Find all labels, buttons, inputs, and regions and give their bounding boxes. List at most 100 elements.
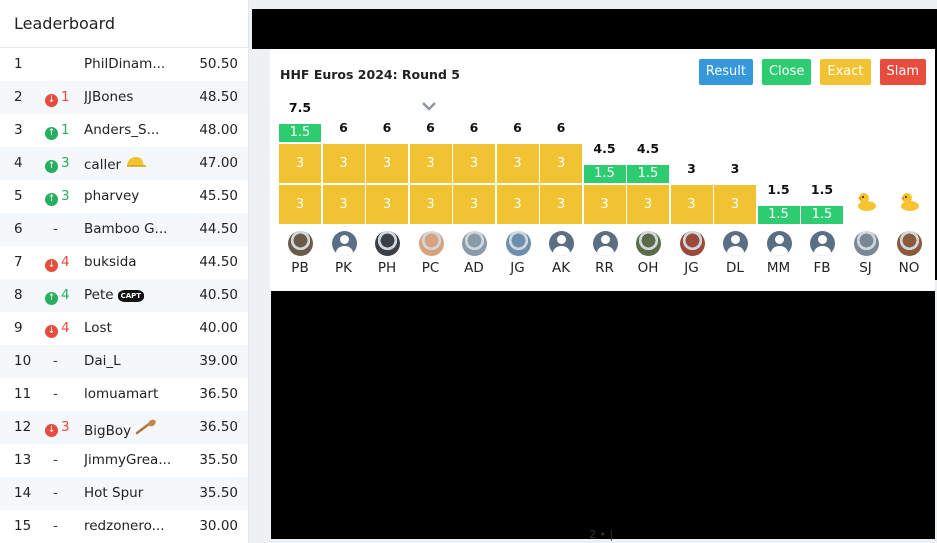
player-initials: SJ — [859, 260, 872, 276]
slam-button[interactable]: Slam — [879, 59, 926, 85]
player-name[interactable]: lomuamart — [84, 386, 192, 402]
player-name[interactable]: Dai_L — [84, 353, 192, 369]
player-name[interactable]: Lost — [84, 320, 192, 336]
round-total: 6 — [513, 120, 522, 135]
player-initials: PH — [377, 260, 397, 276]
default-avatar-icon[interactable] — [766, 231, 792, 256]
player-column[interactable]: 3 3 JG — [670, 49, 713, 291]
leaderboard-row[interactable]: 13 - JimmyGrea... 35.50 — [0, 444, 248, 477]
leaderboard-row[interactable]: 1 PhilDinam... 50.50 — [0, 48, 248, 81]
leaderboard-row[interactable]: 6 - Bamboo G... 44.50 — [0, 213, 248, 246]
leaderboard-row[interactable]: 3 ↑ 1 Anders_S... 48.00 — [0, 114, 248, 147]
exact-score-cell: 3 — [714, 185, 756, 224]
avatar[interactable] — [288, 231, 313, 256]
player-column[interactable]: 3 3 6 PH — [366, 49, 408, 291]
round-total: 1.5 — [810, 182, 834, 197]
leaderboard-row[interactable]: 9 ↓ 4 Lost 40.00 — [0, 312, 248, 345]
exact-score-cell: 3 — [540, 185, 582, 224]
captain-badge-icon: CAPT — [117, 290, 145, 302]
player-column[interactable]: 3 3 6 AK — [540, 49, 582, 291]
leaderboard-row[interactable]: 14 - Hot Spur 35.50 — [0, 477, 248, 510]
player-column[interactable]: 1.5 1.5 MM — [757, 49, 800, 291]
rank-number: 6 — [14, 221, 23, 237]
player-name[interactable]: Bamboo G... — [84, 221, 192, 237]
rank-number: 13 — [14, 452, 32, 468]
default-avatar-icon[interactable] — [549, 231, 574, 256]
avatar[interactable] — [853, 231, 879, 256]
arrow-up-icon: ↑ — [45, 160, 58, 173]
round-title: HHF Euros 2024: Round 5 — [280, 67, 460, 82]
exact-button[interactable]: Exact — [820, 59, 871, 85]
result-button[interactable]: Result — [698, 59, 753, 85]
player-name[interactable]: Anders_S... — [84, 122, 192, 138]
exact-score-cell: 3 — [366, 144, 408, 183]
chevron-down-icon[interactable] — [421, 101, 437, 111]
player-name[interactable]: BigBoy — [84, 419, 192, 439]
player-name[interactable]: JimmyGrea... — [84, 452, 192, 468]
leaderboard-row[interactable]: 8 ↑ 4 Pete CAPT 40.50 — [0, 279, 248, 312]
leaderboard-row[interactable]: 7 ↓ 4 buksida 44.50 — [0, 246, 248, 279]
player-name[interactable]: redzonero... — [84, 518, 192, 534]
player-name[interactable]: pharvey — [84, 188, 192, 204]
player-column[interactable]: 3 3 1.5 7.5 PB — [279, 49, 321, 291]
movement-count: 1 — [61, 89, 70, 105]
avatar[interactable] — [375, 231, 400, 256]
player-name[interactable]: caller — [84, 155, 192, 173]
leaderboard-row[interactable]: 12 ↓ 3 BigBoy 36.50 — [0, 411, 248, 444]
rank-movement: ↑ 4 — [45, 287, 75, 305]
close-score-cell: 1.5 — [627, 165, 669, 183]
player-name-text: Hot Spur — [84, 485, 144, 501]
player-name-text: JimmyGrea... — [84, 452, 172, 468]
default-avatar-icon[interactable] — [592, 231, 618, 256]
footer-fragment: 2 • | — [589, 528, 614, 541]
exact-score-cell: 3 — [279, 144, 321, 183]
player-column[interactable]: 3 3 DL — [714, 49, 756, 291]
rank-number: 7 — [14, 254, 23, 270]
avatar[interactable] — [897, 231, 922, 256]
player-column[interactable]: 3 1.5 4.5 RR — [583, 49, 626, 291]
leaderboard-row[interactable]: 4 ↑ 3 caller 47.00 — [0, 147, 248, 180]
player-name-text: BigBoy — [84, 423, 132, 439]
player-column[interactable]: 3 1.5 4.5 OH — [627, 49, 669, 291]
round-total: 4.5 — [636, 141, 660, 156]
leaderboard-row[interactable]: 15 - redzonero... 30.00 — [0, 510, 248, 543]
leaderboard-row[interactable]: 11 - lomuamart 36.50 — [0, 378, 248, 411]
rank-number: 9 — [14, 320, 23, 336]
movement-count: 1 — [61, 122, 70, 138]
player-name[interactable]: Pete CAPT — [84, 287, 192, 303]
rank-number: 8 — [14, 287, 23, 303]
player-score: 36.50 — [199, 386, 238, 402]
avatar[interactable] — [505, 231, 531, 256]
rank-movement: ↑ 3 — [45, 188, 75, 206]
player-name-text: Pete — [84, 287, 114, 303]
player-name[interactable]: Hot Spur — [84, 485, 192, 501]
player-name[interactable]: PhilDinam... — [84, 56, 192, 72]
player-column[interactable]: 1.5 1.5 FB — [801, 49, 843, 291]
default-avatar-icon[interactable] — [331, 231, 357, 256]
avatar[interactable] — [462, 231, 487, 256]
player-name[interactable]: buksida — [84, 254, 192, 270]
leaderboard-row[interactable]: 5 ↑ 3 pharvey 45.50 — [0, 180, 248, 213]
close-score-cell: 1.5 — [801, 206, 843, 224]
player-column[interactable]: 3 3 6 AD — [453, 49, 495, 291]
exact-score-cell: 3 — [322, 185, 365, 224]
player-column[interactable]: NO — [888, 49, 930, 291]
duck-icon — [899, 191, 921, 218]
player-name-text: PhilDinam... — [84, 56, 166, 72]
avatar[interactable] — [679, 231, 705, 256]
leaderboard-row[interactable]: 2 ↓ 1 JJBones 48.50 — [0, 81, 248, 114]
avatar[interactable] — [636, 231, 661, 256]
player-column[interactable]: 3 3 6 JG — [496, 49, 539, 291]
leaderboard-row[interactable]: 10 - Dai_L 39.00 — [0, 345, 248, 378]
close-button[interactable]: Close — [761, 59, 812, 85]
rank-movement: - — [53, 386, 58, 402]
exact-score-cell: 3 — [279, 185, 321, 224]
player-name[interactable]: JJBones — [84, 89, 192, 105]
default-avatar-icon[interactable] — [723, 231, 748, 256]
player-column[interactable]: 3 3 6 PK — [322, 49, 365, 291]
avatar[interactable] — [418, 231, 444, 256]
player-column[interactable]: 3 3 6 PC — [409, 49, 452, 291]
default-avatar-icon[interactable] — [810, 231, 835, 256]
exact-score-cell: 3 — [540, 144, 582, 183]
player-column[interactable]: SJ — [845, 49, 887, 291]
